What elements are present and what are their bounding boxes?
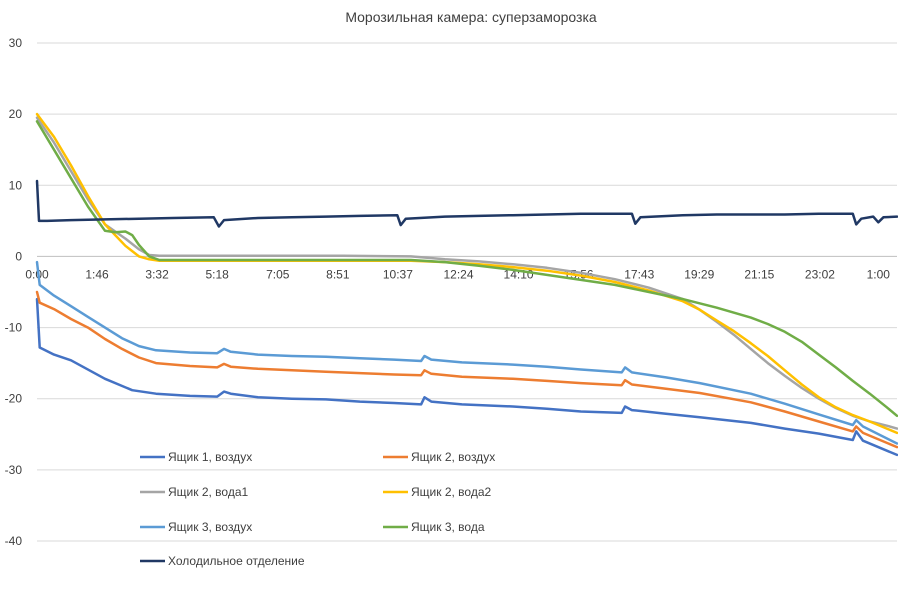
series-line-2 <box>35 290 898 449</box>
x-tick-label: 3:32 <box>145 267 169 281</box>
x-tick-label: 0:00 <box>25 267 49 281</box>
x-tick-label: 8:51 <box>326 267 350 281</box>
y-tick-label: -10 <box>5 321 23 335</box>
series-line-4 <box>35 112 898 435</box>
legend-item: Ящик 3, вода <box>383 520 485 534</box>
series-line-3 <box>35 116 898 430</box>
legend-label: Ящик 1, воздух <box>168 450 252 464</box>
legend-label: Ящик 3, вода <box>411 520 485 534</box>
legend-item: Ящик 2, воздух <box>383 450 495 464</box>
legend: Ящик 1, воздух Ящик 2, воздух Ящик 2, вода… <box>140 450 495 568</box>
x-tick-label: 1:00 <box>867 267 891 281</box>
x-tick-label: 1:46 <box>85 267 109 281</box>
x-tick-label: 17:43 <box>624 267 654 281</box>
x-tick-label: 12:24 <box>443 267 473 281</box>
y-tick-label: -20 <box>5 392 23 406</box>
y-tick-label: 10 <box>9 178 23 192</box>
series-line-5 <box>35 260 898 445</box>
legend-label: Холодильное отделение <box>168 554 305 568</box>
y-tick-label: 0 <box>15 249 22 263</box>
y-tick-label: -30 <box>5 463 23 477</box>
legend-item: Ящик 2, вода1 <box>140 485 248 499</box>
series-line-7 <box>35 179 898 228</box>
x-tick-label: 19:29 <box>684 267 714 281</box>
gridlines <box>37 42 897 542</box>
x-tick-label: 10:37 <box>383 267 413 281</box>
series-lines <box>35 112 898 457</box>
x-tick-label: 5:18 <box>205 267 229 281</box>
series-line-1 <box>35 297 898 457</box>
legend-label: Ящик 2, вода1 <box>168 485 248 499</box>
series-line-6 <box>35 120 898 418</box>
x-axis-ticks: 0:00 1:46 3:32 5:18 7:05 8:51 10:37 12:24 14:10 1… <box>25 267 890 281</box>
y-axis-ticks: -40 -30 -20 -10 0 10 20 30 <box>5 36 23 548</box>
x-tick-label: 21:15 <box>744 267 774 281</box>
x-tick-label: 7:05 <box>266 267 290 281</box>
legend-item: Ящик 3, воздух <box>140 520 252 534</box>
legend-label: Ящик 2, воздух <box>411 450 495 464</box>
legend-item: Ящик 2, вода2 <box>383 485 491 499</box>
legend-item: Холодильное отделение <box>140 554 305 568</box>
chart-title: Морозильная камера: суперзаморозка <box>345 9 597 25</box>
legend-item: Ящик 1, воздух <box>140 450 252 464</box>
legend-label: Ящик 2, вода2 <box>411 485 491 499</box>
y-tick-label: 20 <box>9 107 23 121</box>
y-tick-label: 30 <box>9 36 23 50</box>
x-tick-label: 23:02 <box>805 267 835 281</box>
y-tick-label: -40 <box>5 534 23 548</box>
legend-label: Ящик 3, воздух <box>168 520 252 534</box>
